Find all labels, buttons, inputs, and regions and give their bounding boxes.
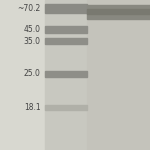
Text: 35.0: 35.0: [24, 37, 40, 46]
Bar: [87, 9, 150, 14]
Bar: [45, 4, 87, 13]
Bar: [45, 38, 87, 44]
Bar: [45, 70, 87, 77]
Text: 25.0: 25.0: [24, 69, 40, 78]
Bar: [45, 105, 87, 110]
Bar: [87, 4, 150, 19]
Bar: [45, 26, 87, 33]
Text: 45.0: 45.0: [24, 25, 40, 34]
Bar: [45, 0, 150, 150]
Bar: [45, 0, 87, 150]
Text: ~70.2: ~70.2: [17, 4, 40, 13]
Text: 18.1: 18.1: [24, 103, 40, 112]
Bar: [0, 0, 45, 150]
Bar: [87, 0, 150, 150]
